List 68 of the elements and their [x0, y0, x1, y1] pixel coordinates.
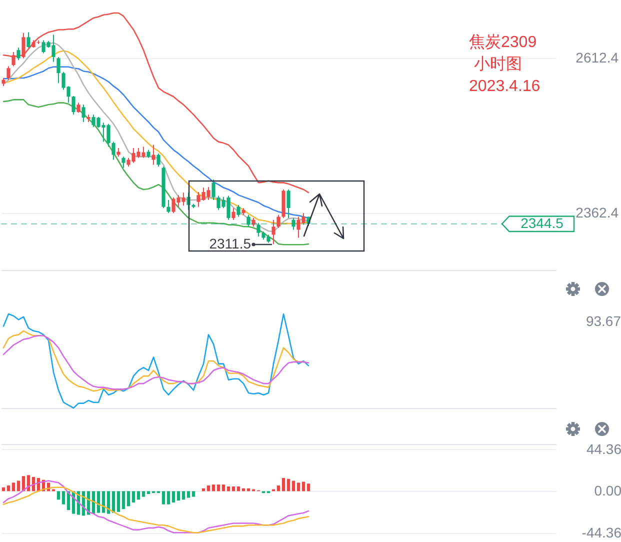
candlestick	[236, 204, 240, 218]
bar	[122, 491, 126, 510]
bar	[292, 480, 296, 492]
candlestick	[292, 217, 296, 230]
bar	[56, 491, 60, 500]
ref-line-label: 2344.5	[520, 214, 564, 231]
bar	[226, 486, 230, 492]
bar	[302, 482, 306, 492]
candlestick	[6, 66, 10, 80]
candlestick	[112, 141, 116, 160]
bar	[296, 482, 300, 492]
bar	[276, 486, 280, 492]
bar	[192, 491, 196, 497]
bar	[306, 484, 310, 492]
bar	[176, 491, 180, 501]
bar	[172, 491, 176, 502]
bar	[162, 491, 166, 504]
y-tick-label: -44.36	[582, 524, 621, 540]
candlestick	[56, 56, 60, 84]
bar	[186, 491, 190, 498]
candlestick	[276, 214, 280, 228]
bar	[116, 491, 120, 512]
y-tick-label: 2612.4	[576, 49, 619, 66]
candlestick	[256, 222, 260, 238]
candlestick	[26, 32, 30, 48]
candlestick	[72, 95, 76, 116]
bar	[136, 491, 140, 500]
bar	[166, 491, 170, 504]
candlestick	[82, 104, 86, 122]
bar	[236, 486, 240, 492]
candlestick	[22, 32, 26, 59]
bar	[16, 480, 20, 492]
bar	[132, 491, 136, 502]
bar	[206, 486, 210, 492]
bar	[222, 484, 226, 492]
candlestick	[16, 47, 20, 61]
annotation: 2023.4.16	[469, 78, 540, 95]
candlestick	[272, 219, 276, 245]
candlestick	[76, 102, 80, 114]
bar	[286, 478, 290, 492]
bar	[146, 491, 150, 494]
bar	[216, 484, 220, 492]
candlestick	[152, 144, 156, 166]
text: 焦炭2309	[469, 33, 537, 51]
candlestick	[212, 179, 216, 201]
bar	[126, 491, 130, 506]
line-series	[2, 12, 310, 194]
candlestick	[246, 214, 250, 228]
y-tick-label: 2362.4	[576, 204, 619, 220]
candlestick	[156, 153, 160, 168]
text: 93.67	[586, 313, 621, 329]
candlestick	[286, 188, 290, 218]
bar	[232, 486, 236, 492]
bar	[12, 482, 16, 492]
bar	[6, 486, 10, 492]
bar	[142, 491, 146, 497]
bar	[212, 484, 216, 492]
candlestick	[166, 200, 170, 214]
candlestick	[122, 156, 126, 168]
annotation: 2311.5	[209, 236, 252, 252]
bar	[182, 491, 186, 500]
y-tick-label: 0.00	[594, 482, 621, 499]
candlestick	[12, 52, 16, 67]
text: 小时图	[474, 55, 522, 73]
bar	[282, 478, 286, 492]
candlestick	[232, 208, 236, 220]
bar	[62, 491, 66, 504]
y-tick-label: 44.36	[586, 440, 621, 457]
